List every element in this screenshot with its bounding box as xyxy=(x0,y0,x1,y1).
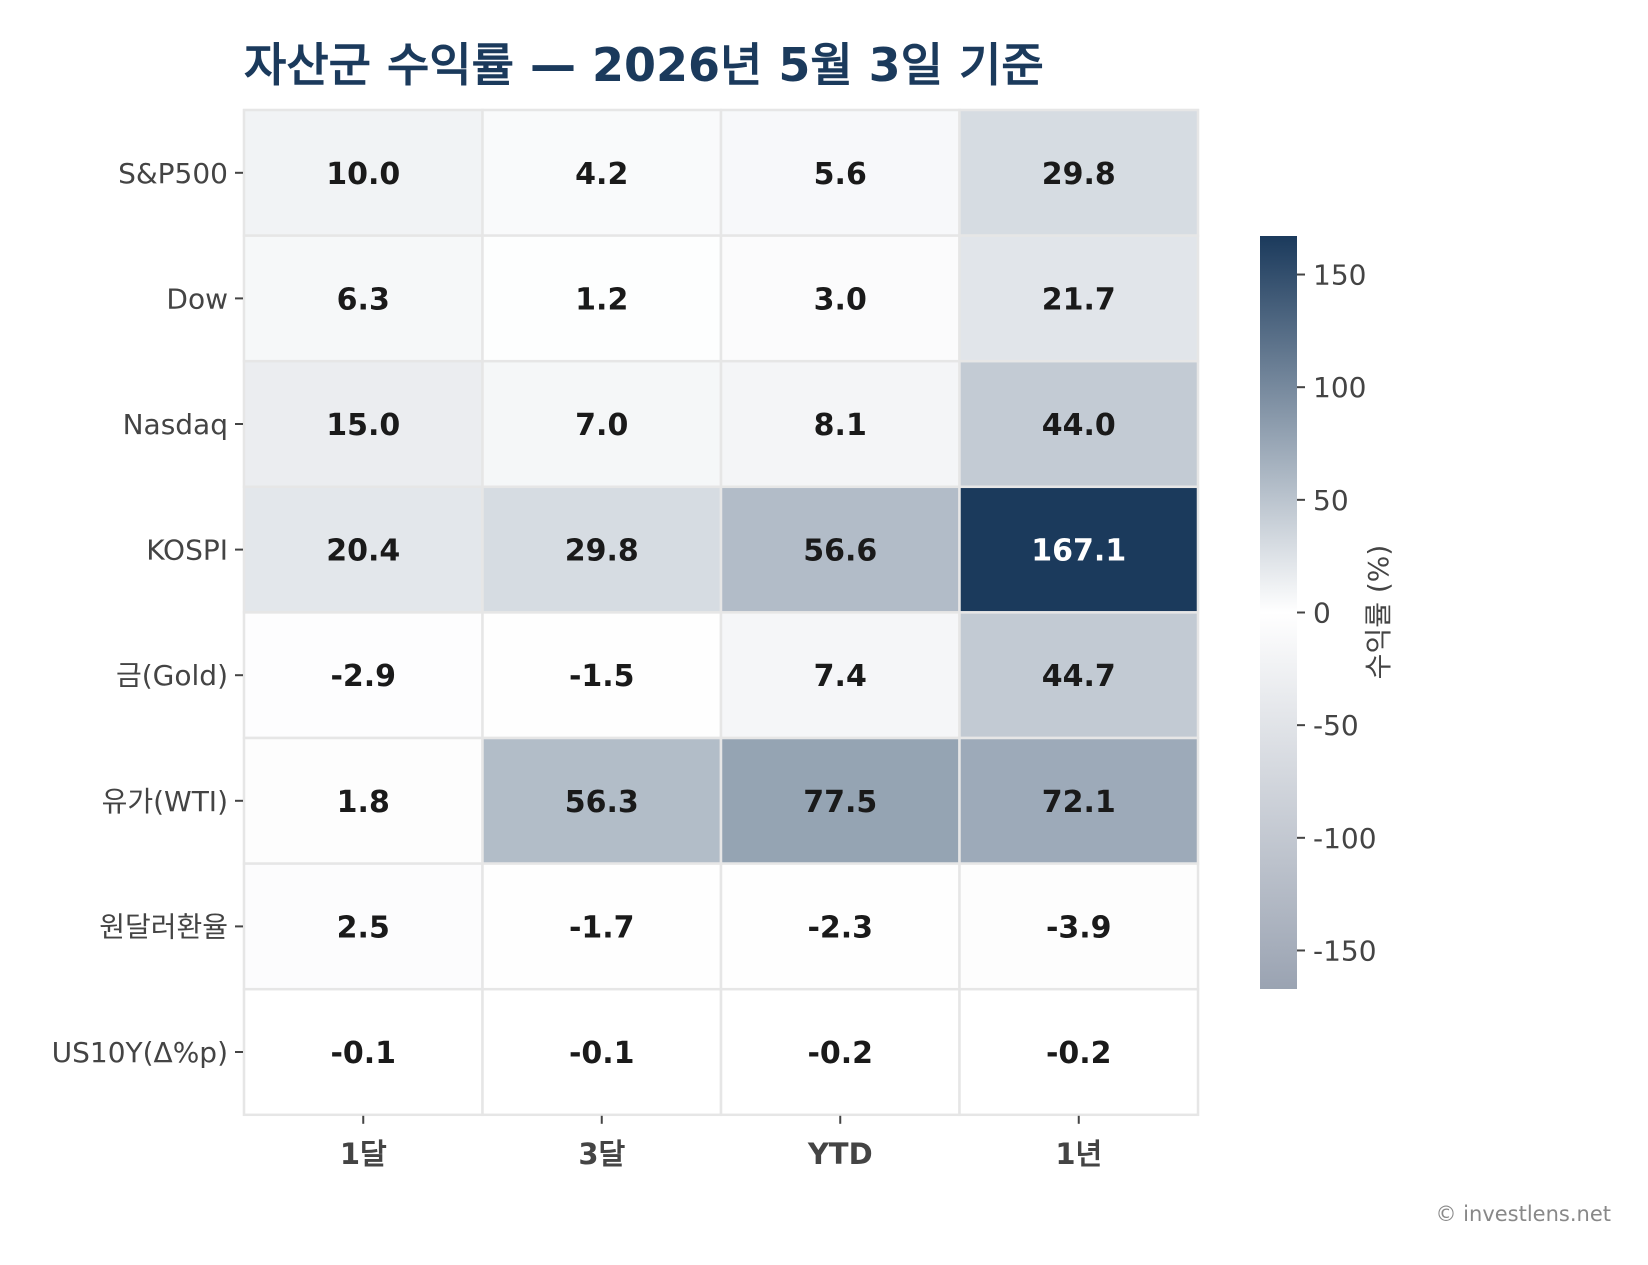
heatmap-cell xyxy=(481,234,723,363)
column-label: YTD xyxy=(807,1137,873,1171)
cell-value-label: 56.6 xyxy=(803,534,877,569)
cell-value-label: 77.5 xyxy=(803,785,877,820)
heatmap-cell xyxy=(958,359,1200,489)
row-label: KOSPI xyxy=(146,534,228,567)
cell-value-label: 4.2 xyxy=(575,157,628,192)
cell-value-label: 44.0 xyxy=(1042,408,1116,443)
heatmap-cell xyxy=(242,611,484,740)
heatmap-cell xyxy=(958,736,1200,865)
heatmap-cell xyxy=(719,611,961,740)
colorbar-ticks: 150 100 50 0 -50 -100 -150 xyxy=(1297,259,1377,967)
colorbar-gradient xyxy=(1260,236,1297,989)
column-labels: 1달 3달 YTD 1년 xyxy=(340,1115,1102,1171)
colorbar-tick-label: -150 xyxy=(1313,934,1377,967)
heatmap-cell xyxy=(481,108,723,237)
heatmap-cell xyxy=(242,108,484,237)
heatmap-cell xyxy=(958,485,1200,614)
cell-value-label: 72.1 xyxy=(1042,785,1116,820)
cell-value-label: 1.8 xyxy=(337,785,390,820)
cell-value-label: 29.8 xyxy=(1042,157,1116,192)
row-label: 원달러환율 xyxy=(99,910,228,943)
heatmap-cell xyxy=(719,862,961,991)
colorbar-tick-label: 150 xyxy=(1313,259,1366,292)
credit-text: © investlens.net xyxy=(1436,1202,1612,1226)
heatmap-cell xyxy=(958,234,1200,363)
colorbar: 150 100 50 0 -50 -100 -150 수익률 (%) xyxy=(1260,236,1395,989)
cell-value-label: 7.4 xyxy=(814,659,867,694)
heatmap-cell xyxy=(481,611,723,740)
cell-value-label: 1.2 xyxy=(575,282,628,317)
cell-value-label: 20.4 xyxy=(326,534,400,569)
cell-value-label: -0.2 xyxy=(1046,1036,1112,1071)
heatmap-cell xyxy=(481,359,723,489)
cell-value-label: 2.5 xyxy=(337,910,390,945)
row-label: S&P500 xyxy=(118,157,228,190)
heatmap-cell xyxy=(958,862,1200,991)
colorbar-tick-label: 0 xyxy=(1313,597,1331,630)
column-label: 1달 xyxy=(340,1137,387,1171)
heatmap-cell xyxy=(481,485,723,614)
cell-value-label: 167.1 xyxy=(1031,534,1126,569)
heatmap-cell xyxy=(242,862,484,991)
cell-value-label: 10.0 xyxy=(326,157,400,192)
chart-title: 자산군 수익률 — 2026년 5월 3일 기준 xyxy=(244,38,1044,92)
cell-value-label: 8.1 xyxy=(814,408,867,443)
cell-value-label: 29.8 xyxy=(565,534,639,569)
row-label: Nasdaq xyxy=(123,408,228,441)
row-label: US10Y(Δ%p) xyxy=(52,1036,228,1069)
heatmap-cell xyxy=(958,987,1200,1117)
row-label: 유가(WTI) xyxy=(102,785,228,818)
heatmap-cell xyxy=(958,611,1200,740)
cell-value-label: 56.3 xyxy=(565,785,639,820)
row-label: 금(Gold) xyxy=(116,659,228,692)
cell-value-label: -2.9 xyxy=(330,659,396,694)
heatmap-cell xyxy=(958,108,1200,237)
cell-value-label: 21.7 xyxy=(1042,282,1116,317)
cell-value-label: -1.7 xyxy=(569,910,635,945)
cell-value-label: 7.0 xyxy=(575,408,628,443)
column-label: 1년 xyxy=(1055,1137,1102,1171)
cell-value-label: -0.1 xyxy=(330,1036,396,1071)
cell-value-label: -2.3 xyxy=(807,910,873,945)
cell-value-label: -1.5 xyxy=(569,659,635,694)
cell-value-label: 44.7 xyxy=(1042,659,1116,694)
cell-value-label: 5.6 xyxy=(814,157,867,192)
column-label: 3달 xyxy=(578,1137,625,1171)
cell-value-label: -0.1 xyxy=(569,1036,635,1071)
heatmap-cell xyxy=(481,736,723,865)
heatmap-cell xyxy=(242,736,484,865)
heatmap-cells: 10.0 4.2 5.6 29.8 6.3 1.2 3.0 21.7 15.0 7.0 8.1 44.… xyxy=(242,108,1200,1117)
cell-value-label: -3.9 xyxy=(1046,910,1112,945)
heatmap-cell xyxy=(719,736,961,865)
heatmap-cell xyxy=(719,987,961,1117)
cell-value-label: -0.2 xyxy=(807,1036,873,1071)
heatmap-cell xyxy=(719,108,961,237)
colorbar-title: 수익률 (%) xyxy=(1362,545,1395,680)
colorbar-tick-label: 50 xyxy=(1313,484,1349,517)
colorbar-tick-label: -100 xyxy=(1313,822,1377,855)
cell-value-label: 3.0 xyxy=(814,282,867,317)
row-label: Dow xyxy=(166,282,228,315)
colorbar-tick-label: -50 xyxy=(1313,709,1359,742)
colorbar-tick-label: 100 xyxy=(1313,371,1366,404)
row-labels: S&P500 Dow Nasdaq KOSPI 금(Gold) 유가(WTI) 원달러환율 U… xyxy=(52,157,243,1069)
cell-value-label: 15.0 xyxy=(326,408,400,443)
cell-value-label: 6.3 xyxy=(337,282,390,317)
heatmap-cell xyxy=(242,987,484,1117)
